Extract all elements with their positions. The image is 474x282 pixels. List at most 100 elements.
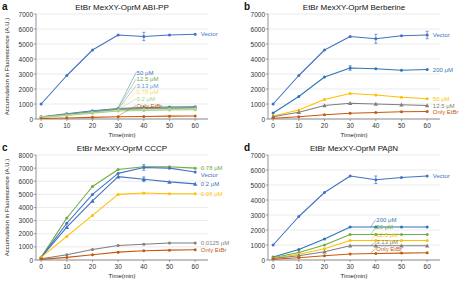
marker — [323, 113, 326, 116]
x-axis-label: Time(min) — [341, 132, 368, 138]
error-bar — [374, 34, 377, 43]
series-line — [273, 227, 427, 257]
annotation-connector — [118, 106, 136, 117]
marker — [297, 74, 300, 77]
marker — [91, 253, 94, 256]
annotation-connector — [371, 242, 376, 246]
series — [40, 165, 197, 259]
grid-line — [36, 14, 208, 15]
marker — [349, 253, 352, 256]
series — [271, 244, 429, 260]
series — [271, 101, 429, 118]
annotation-connector — [371, 249, 376, 253]
marker — [142, 249, 145, 252]
marker — [297, 248, 300, 251]
annotation: Vector — [433, 32, 450, 38]
marker — [65, 217, 68, 220]
grid-line — [268, 230, 440, 231]
y-tick-label: 4000 — [19, 204, 34, 211]
annotation-connector — [118, 79, 136, 108]
marker — [272, 112, 275, 115]
marker — [349, 35, 352, 38]
grid-line — [268, 29, 440, 30]
marker — [91, 112, 94, 115]
marker — [65, 222, 68, 225]
marker — [194, 241, 197, 244]
y-tick-label: 5000 — [251, 41, 266, 48]
marker — [117, 251, 120, 254]
series — [39, 174, 197, 259]
x-tick-label: 0 — [271, 122, 275, 129]
marker — [297, 110, 301, 114]
marker — [349, 175, 352, 178]
series — [272, 31, 429, 105]
marker — [349, 112, 352, 115]
x-tick-label: 50 — [398, 122, 406, 129]
y-tick-label: 2000 — [19, 230, 34, 237]
grid-line — [36, 260, 208, 261]
series-line — [273, 112, 427, 119]
marker — [374, 252, 377, 255]
marker — [349, 233, 352, 236]
y-tick-label: 4000 — [251, 56, 266, 63]
marker — [400, 34, 403, 37]
marker — [426, 110, 429, 113]
marker — [194, 108, 197, 111]
x-tick-label: 20 — [89, 122, 97, 129]
plot-area — [39, 165, 197, 260]
marker — [323, 254, 326, 257]
series-line — [273, 246, 427, 259]
series-line — [273, 235, 427, 258]
annotation: Only EtBr — [137, 103, 163, 109]
x-tick-label: 10 — [295, 263, 303, 270]
x-tick-label: 60 — [424, 263, 432, 270]
marker — [117, 172, 120, 175]
marker — [194, 171, 197, 174]
marker — [116, 174, 120, 178]
series-line — [41, 177, 195, 258]
marker — [117, 193, 120, 196]
marker — [65, 235, 68, 238]
annotation: 12.5 μM — [433, 103, 455, 109]
x-tick-label: 60 — [192, 122, 200, 129]
y-tick-label: 4000 — [19, 56, 34, 63]
marker — [323, 238, 326, 241]
annotation-connector — [118, 99, 136, 110]
series — [40, 107, 197, 119]
annotation: 0.78 μM — [137, 89, 159, 95]
error-bar — [374, 176, 377, 184]
marker — [272, 258, 275, 260]
marker — [374, 37, 377, 40]
series-line — [273, 253, 427, 259]
marker — [91, 193, 94, 196]
marker — [168, 108, 171, 111]
y-tick-label: 7000 — [251, 11, 266, 18]
series — [40, 241, 197, 260]
series — [272, 175, 429, 247]
marker — [91, 49, 94, 52]
marker — [142, 35, 145, 38]
marker — [425, 103, 429, 107]
y-axis-label: Accumulation in Fluorescence (A.U.) — [4, 18, 10, 115]
error-bar — [349, 66, 352, 71]
panel: 0100020003000400050006000700001020304050… — [244, 142, 450, 279]
y-tick-label: 5000 — [19, 41, 34, 48]
marker — [65, 114, 68, 117]
x-tick-label: 0 — [39, 122, 43, 129]
y-tick-label: 1000 — [251, 242, 266, 249]
marker — [142, 109, 145, 112]
y-tick-label: 2000 — [251, 227, 266, 234]
series — [272, 226, 429, 259]
series — [40, 192, 197, 259]
y-tick-label: 5000 — [251, 182, 266, 189]
grid-line — [36, 207, 208, 208]
annotation: Only EtBr — [376, 246, 402, 252]
marker — [194, 108, 197, 111]
marker — [142, 108, 145, 111]
y-tick-label: 8000 — [19, 152, 34, 159]
marker — [142, 177, 146, 181]
marker — [426, 239, 429, 242]
marker — [400, 69, 403, 72]
figure: 0100020003000400050006000700001020304050… — [0, 0, 474, 282]
marker — [117, 168, 120, 171]
